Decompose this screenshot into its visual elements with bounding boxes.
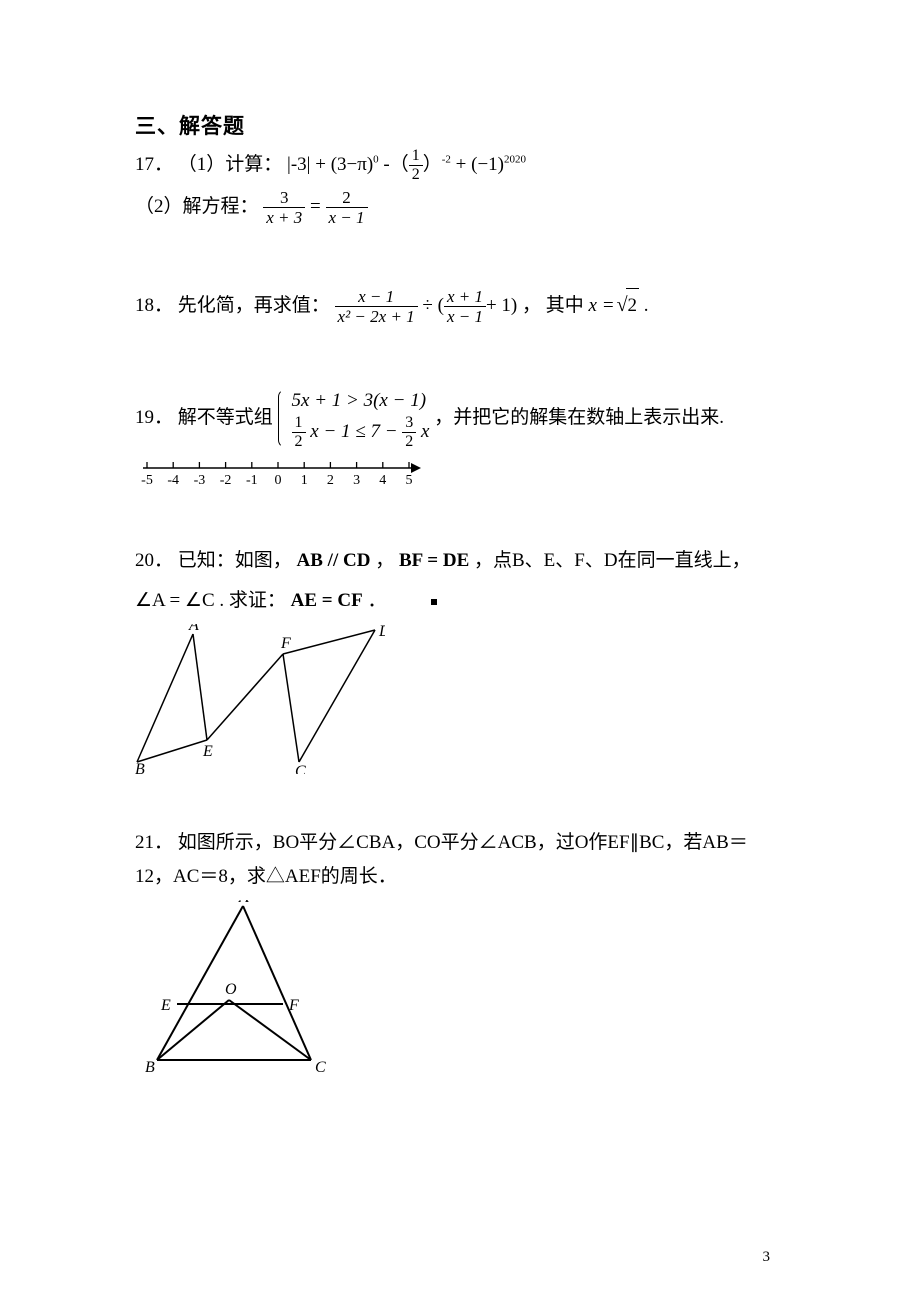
question-19: 19． 解不等式组 5x + 1 > 3(x − 1) 12 x − 1 ≤ 7… bbox=[135, 387, 785, 502]
q20-bfde: BF = DE bbox=[399, 550, 469, 571]
q17-2ld: x + 3 bbox=[263, 208, 305, 226]
svg-text:B: B bbox=[145, 1059, 155, 1075]
q18-div: ÷ bbox=[422, 295, 432, 316]
question-18: 18． 先化简，再求值： x − 1x² − 2x + 1 ÷ (x + 1x … bbox=[135, 288, 785, 325]
svg-text:5: 5 bbox=[406, 473, 413, 488]
q21-figure: A B C E F O bbox=[135, 900, 785, 1087]
q20-l2a: ∠A = ∠C bbox=[135, 590, 215, 611]
q18-xeq: x = bbox=[589, 295, 615, 316]
small-square-icon bbox=[431, 599, 437, 605]
q20-l1b: ，点B、E、F、D在同一直线上， bbox=[474, 550, 751, 571]
q20-abcd: AB // CD bbox=[297, 550, 371, 571]
q21-number: 21． bbox=[135, 832, 173, 853]
q18-number: 18． bbox=[135, 295, 173, 316]
svg-text:C: C bbox=[295, 763, 306, 774]
q19-r1: 5x + 1 > 3(x − 1) bbox=[292, 387, 430, 415]
svg-text:-2: -2 bbox=[220, 473, 232, 488]
svg-text:A: A bbox=[188, 624, 199, 634]
svg-text:1: 1 bbox=[301, 473, 308, 488]
svg-text:4: 4 bbox=[379, 473, 386, 488]
q18-comma: ， bbox=[522, 295, 541, 316]
section-heading: 三、解答题 bbox=[135, 110, 785, 140]
q20-figure: A B E F C D bbox=[135, 624, 785, 786]
q18-rad: 2 bbox=[626, 288, 640, 323]
q18-period: . bbox=[644, 295, 649, 316]
q18-p1: + 1) bbox=[486, 295, 517, 316]
q17-2rn: 2 bbox=[326, 189, 368, 208]
q19-r2m: x − 1 ≤ 7 − bbox=[310, 421, 397, 442]
svg-text:E: E bbox=[202, 743, 213, 760]
svg-text:O: O bbox=[225, 981, 237, 998]
q18-where: 其中 bbox=[546, 295, 584, 316]
q19-r2ln: 1 bbox=[292, 415, 306, 433]
q17-2ln: 3 bbox=[263, 189, 305, 208]
svg-text:3: 3 bbox=[353, 473, 360, 488]
q20-c1: ， bbox=[375, 550, 394, 571]
q17-number: 17． bbox=[135, 154, 173, 175]
q17-2rd: x − 1 bbox=[326, 208, 368, 226]
q19-numberline: -5 -4 -3 -2 -1 0 1 2 3 4 5 bbox=[135, 456, 785, 502]
question-21: 21． 如图所示，BO平分∠CBA，CO平分∠ACB，过O作EF∥BC，若AB＝… bbox=[135, 826, 785, 1087]
q19-r2ld: 2 bbox=[292, 433, 306, 450]
q18-f1d: x² − 2x + 1 bbox=[335, 307, 418, 325]
q17-f-n: 1 bbox=[409, 148, 423, 166]
q17-part1-label: （1）计算： bbox=[178, 154, 283, 175]
svg-text:F: F bbox=[280, 635, 291, 652]
q19-lead: 解不等式组 bbox=[178, 407, 273, 428]
q19-r2rd: 2 bbox=[402, 433, 416, 450]
svg-text:-5: -5 bbox=[141, 473, 153, 488]
q17-le: 2020 bbox=[504, 154, 526, 166]
svg-text:-1: -1 bbox=[246, 473, 258, 488]
q19-tail: ，并把它的解集在数轴上表示出来. bbox=[434, 407, 724, 428]
q20-p: ． bbox=[367, 590, 386, 611]
q21-text: 如图所示，BO平分∠CBA，CO平分∠ACB，过O作EF∥BC，若AB＝12，A… bbox=[135, 832, 748, 887]
q19-number: 19． bbox=[135, 407, 173, 428]
q17-part1-expr: |-3| + (3−π)0 -（12）-2 + (−1)2020 bbox=[287, 148, 526, 183]
svg-text:B: B bbox=[135, 761, 145, 774]
q17-eq: = bbox=[310, 196, 321, 217]
q17-lb: (−1) bbox=[471, 154, 504, 175]
q17-f-d: 2 bbox=[409, 166, 423, 183]
q20-l2b: . 求证： bbox=[219, 590, 286, 611]
q18-lead: 先化简，再求值： bbox=[178, 295, 330, 316]
q19-r2t: x bbox=[421, 421, 429, 442]
q18-sqrt: 2 bbox=[615, 288, 639, 323]
svg-text:-4: -4 bbox=[167, 473, 179, 488]
svg-text:A: A bbox=[238, 900, 249, 906]
svg-text:2: 2 bbox=[327, 473, 334, 488]
q17-t2b: (3−π) bbox=[331, 154, 373, 175]
q19-r2rn: 3 bbox=[402, 415, 416, 433]
svg-text:F: F bbox=[288, 997, 299, 1014]
q17-abs: |-3| bbox=[287, 154, 310, 175]
q20-number: 20． bbox=[135, 550, 173, 571]
svg-text:0: 0 bbox=[275, 473, 282, 488]
q18-f2n: x + 1 bbox=[444, 288, 486, 307]
svg-text:C: C bbox=[315, 1059, 326, 1075]
q18-f2d: x − 1 bbox=[444, 307, 486, 325]
q19-system: 5x + 1 > 3(x − 1) 12 x − 1 ≤ 7 − 32 x bbox=[278, 387, 430, 450]
svg-text:-3: -3 bbox=[194, 473, 206, 488]
question-17: 17． （1）计算： |-3| + (3−π)0 -（12）-2 + (−1)2… bbox=[135, 148, 785, 226]
q17-f-e: -2 bbox=[442, 154, 451, 166]
q17-part2-label: （2）解方程： bbox=[135, 196, 259, 217]
svg-text:D: D bbox=[378, 624, 385, 640]
page-number: 3 bbox=[763, 1249, 771, 1266]
question-20: 20． 已知：如图， AB // CD ， BF = DE ，点B、E、F、D在… bbox=[135, 544, 785, 786]
svg-text:E: E bbox=[160, 997, 171, 1014]
q17-t2e: 0 bbox=[373, 154, 379, 166]
q20-aecf: AE = CF bbox=[291, 590, 363, 611]
q18-f1n: x − 1 bbox=[335, 288, 418, 307]
q20-l1a: 已知：如图， bbox=[178, 550, 292, 571]
